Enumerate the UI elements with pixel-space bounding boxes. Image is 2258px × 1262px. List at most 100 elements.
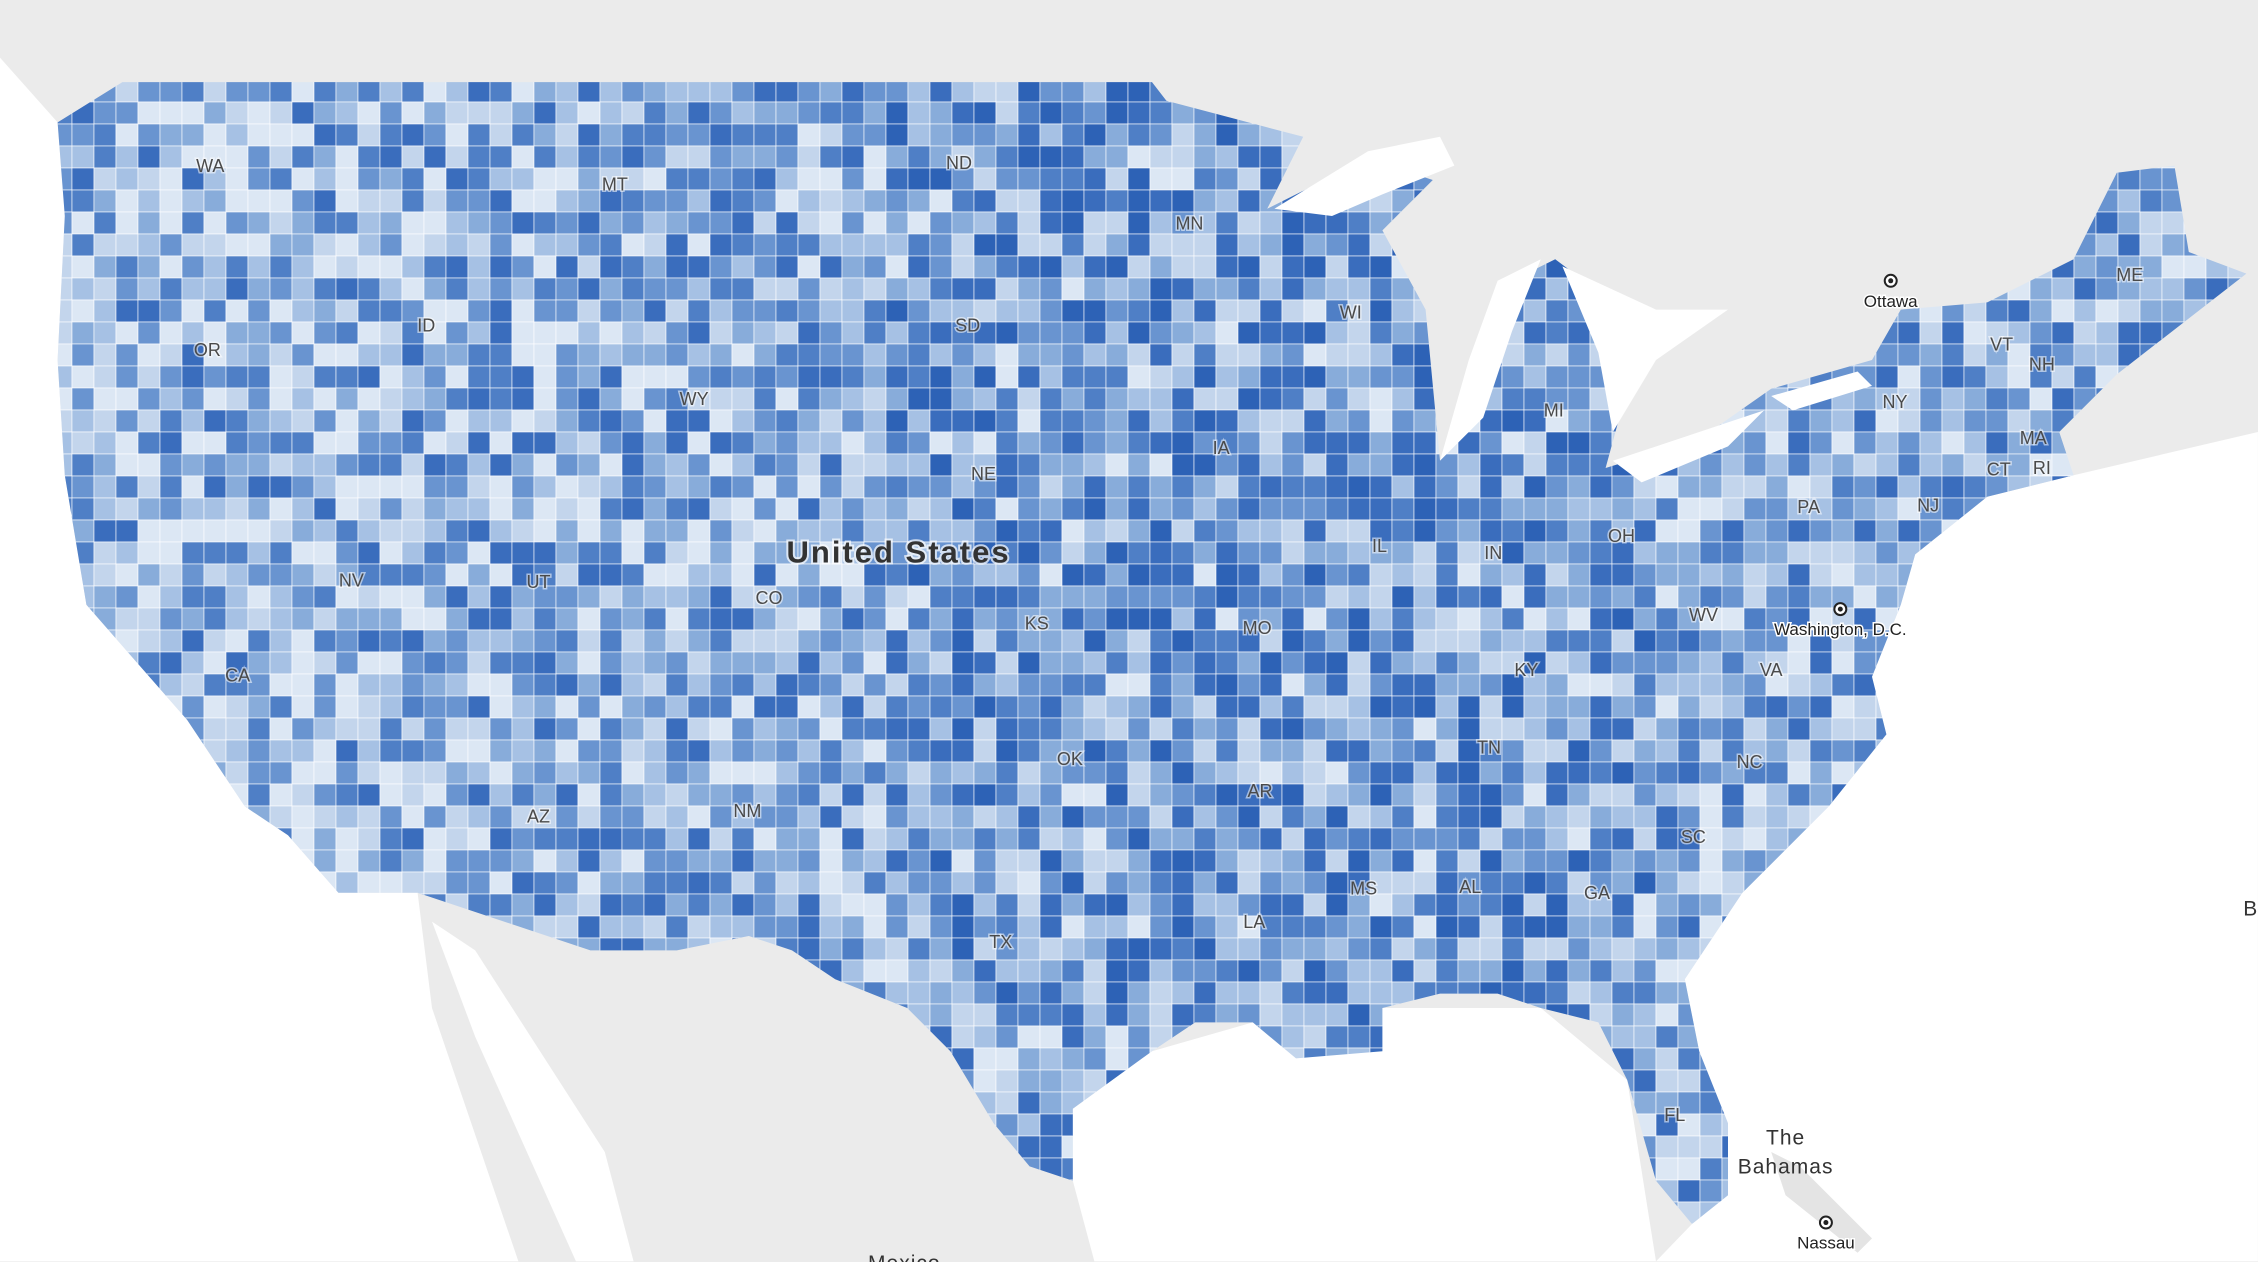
county xyxy=(489,431,513,455)
county xyxy=(775,739,799,763)
county xyxy=(621,563,645,587)
county xyxy=(731,123,755,147)
county xyxy=(709,739,733,763)
county xyxy=(1523,827,1547,851)
county xyxy=(533,299,557,323)
county xyxy=(1501,937,1525,961)
county xyxy=(1479,629,1503,653)
county xyxy=(1171,871,1195,895)
county xyxy=(973,409,997,433)
county xyxy=(1281,629,1305,653)
county xyxy=(313,629,337,653)
county xyxy=(1303,959,1327,983)
county xyxy=(2073,299,2097,323)
county xyxy=(137,211,161,235)
county xyxy=(445,695,469,719)
county xyxy=(1413,937,1437,961)
county xyxy=(489,189,513,213)
county xyxy=(291,805,315,829)
county xyxy=(1193,915,1217,939)
county xyxy=(577,167,601,191)
county xyxy=(93,585,117,609)
county xyxy=(93,145,117,169)
county xyxy=(687,783,711,807)
county xyxy=(1105,651,1129,675)
county xyxy=(577,695,601,719)
county xyxy=(313,387,337,411)
county xyxy=(2161,255,2185,279)
county xyxy=(357,761,381,785)
county xyxy=(775,849,799,873)
county xyxy=(1149,189,1173,213)
county xyxy=(1875,497,1899,521)
county xyxy=(357,431,381,455)
county xyxy=(313,651,337,675)
county xyxy=(841,189,865,213)
county xyxy=(885,915,909,939)
county xyxy=(1589,959,1613,983)
county xyxy=(1127,189,1151,213)
county xyxy=(819,475,843,499)
county xyxy=(885,299,909,323)
county xyxy=(841,871,865,895)
county xyxy=(1259,739,1283,763)
county xyxy=(291,145,315,169)
county xyxy=(819,101,843,125)
county xyxy=(621,673,645,697)
county xyxy=(1105,365,1129,389)
county xyxy=(93,123,117,147)
county xyxy=(1677,1069,1701,1093)
county xyxy=(1721,585,1745,609)
county xyxy=(1633,519,1657,543)
county xyxy=(731,849,755,873)
county xyxy=(1127,519,1151,543)
county xyxy=(951,585,975,609)
county xyxy=(467,82,491,103)
county xyxy=(973,145,997,169)
county xyxy=(973,101,997,125)
county xyxy=(1017,805,1041,829)
county xyxy=(335,871,359,895)
county xyxy=(93,497,117,521)
county xyxy=(445,651,469,675)
county xyxy=(1061,211,1085,235)
county xyxy=(621,123,645,147)
county xyxy=(1677,651,1701,675)
county xyxy=(1391,739,1415,763)
county xyxy=(445,343,469,367)
county xyxy=(1369,959,1393,983)
county xyxy=(2139,233,2163,257)
county xyxy=(885,981,909,1005)
county xyxy=(1259,255,1283,279)
county xyxy=(1149,409,1173,433)
county xyxy=(1787,475,1811,499)
county xyxy=(1259,145,1283,169)
county xyxy=(1589,915,1613,939)
county xyxy=(1391,387,1415,411)
county xyxy=(797,827,821,851)
county xyxy=(731,695,755,719)
county xyxy=(1413,651,1437,675)
county xyxy=(159,409,183,433)
county xyxy=(467,629,491,653)
county xyxy=(1281,541,1305,565)
county xyxy=(841,827,865,851)
county xyxy=(1721,673,1745,697)
county xyxy=(1523,453,1547,477)
county xyxy=(2007,387,2031,411)
county xyxy=(1413,959,1437,983)
county xyxy=(929,739,953,763)
county xyxy=(1259,299,1283,323)
county xyxy=(1391,893,1415,917)
county xyxy=(1391,937,1415,961)
county xyxy=(951,607,975,631)
county xyxy=(951,409,975,433)
county xyxy=(863,893,887,917)
county xyxy=(1105,123,1129,147)
county xyxy=(973,805,997,829)
county xyxy=(1171,299,1195,323)
county xyxy=(863,585,887,609)
county xyxy=(1391,783,1415,807)
county xyxy=(1149,475,1173,499)
